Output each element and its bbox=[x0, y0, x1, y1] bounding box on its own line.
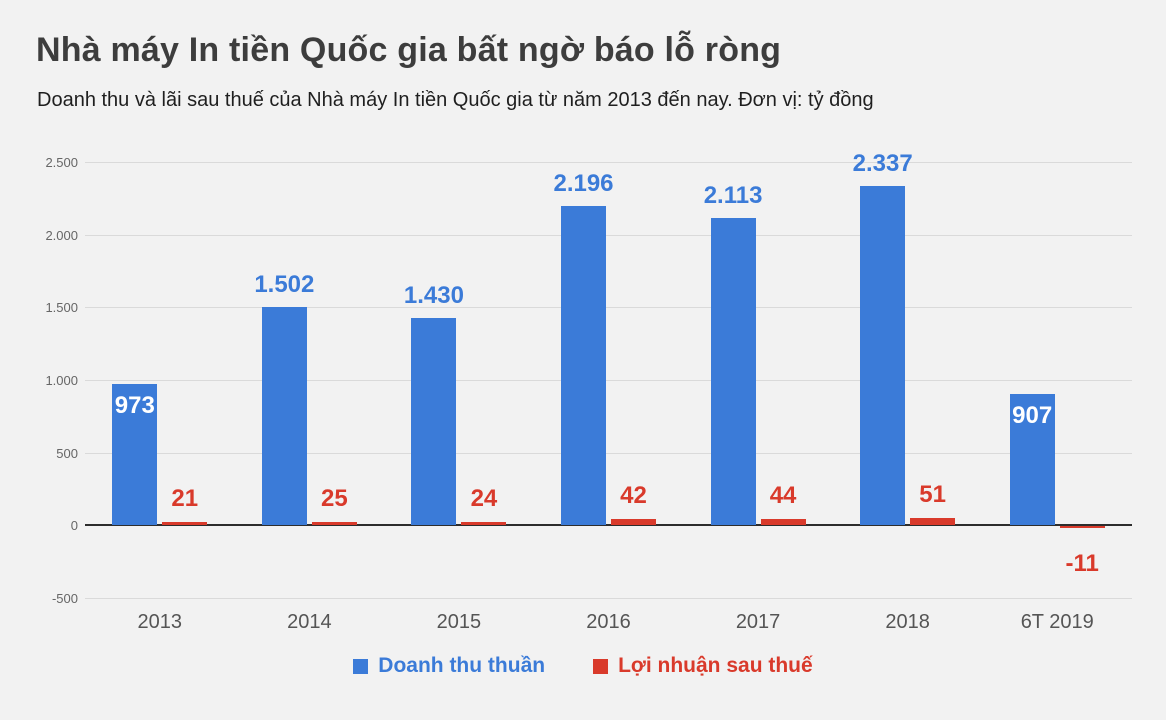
x-axis-category-label: 2013 bbox=[137, 611, 183, 633]
bar-profit bbox=[760, 518, 806, 526]
profit-value-label: 24 bbox=[470, 484, 498, 512]
bar-revenue bbox=[261, 307, 307, 526]
gridline bbox=[85, 452, 1132, 454]
gridline bbox=[85, 380, 1132, 381]
profit-value-label: 44 bbox=[769, 481, 797, 509]
y-axis-tick-label: 0 bbox=[70, 518, 78, 534]
bar-profit bbox=[311, 521, 357, 526]
revenue-value-label: 2.196 bbox=[553, 170, 614, 198]
bar-revenue bbox=[860, 185, 906, 526]
bar-revenue bbox=[561, 206, 606, 526]
legend-swatch-revenue-icon bbox=[353, 658, 369, 674]
bar-revenue bbox=[710, 218, 756, 526]
revenue-value-label: 1.502 bbox=[254, 271, 315, 299]
gridline bbox=[85, 307, 1132, 309]
legend-item-revenue: Doanh thu thuần bbox=[353, 654, 545, 678]
gridline bbox=[85, 234, 1132, 236]
chart-title: Nhà máy In tiền Quốc gia bất ngờ báo lỗ … bbox=[36, 31, 782, 69]
x-axis-category-label: 2015 bbox=[436, 611, 482, 633]
revenue-value-label: 2.113 bbox=[703, 182, 763, 210]
bar-profit bbox=[910, 517, 956, 526]
legend-swatch-profit-icon bbox=[593, 658, 609, 674]
chart-subtitle: Doanh thu và lãi sau thuế của Nhà máy In… bbox=[37, 89, 874, 111]
chart-legend: Doanh thu thuần Lợi nhuận sau thuế bbox=[0, 654, 1166, 678]
y-axis-tick-label: 1.000 bbox=[45, 373, 78, 388]
x-axis-category-label: 6T 2019 bbox=[1020, 611, 1094, 633]
y-axis-tick-label: -500 bbox=[51, 591, 78, 606]
gridline bbox=[85, 162, 1132, 163]
profit-value-label: 42 bbox=[620, 482, 647, 510]
x-axis-category-label: 2016 bbox=[586, 611, 631, 633]
revenue-value-label: 907 bbox=[1012, 401, 1053, 429]
y-axis-tick-label: 500 bbox=[56, 445, 78, 461]
revenue-value-label: 1.430 bbox=[403, 281, 464, 309]
y-axis-tick-label: 2.000 bbox=[45, 227, 78, 243]
bar-profit bbox=[461, 521, 507, 526]
bar-profit bbox=[611, 519, 656, 526]
legend-item-profit: Lợi nhuận sau thuế bbox=[593, 654, 813, 678]
y-axis-tick-label: 1.500 bbox=[45, 300, 78, 316]
profit-value-label: 21 bbox=[171, 485, 199, 513]
profit-value-label: 25 bbox=[320, 484, 348, 512]
legend-label-revenue: Doanh thu thuần bbox=[378, 654, 546, 677]
bar-profit bbox=[1059, 526, 1105, 529]
bar-revenue bbox=[1009, 393, 1055, 526]
revenue-value-label: 973 bbox=[114, 391, 155, 419]
x-axis-category-label: 2014 bbox=[287, 611, 332, 633]
gridline bbox=[85, 598, 1132, 599]
legend-label-profit: Lợi nhuận sau thuế bbox=[618, 654, 813, 677]
x-axis-category-label: 2018 bbox=[885, 611, 930, 633]
bar-profit bbox=[162, 522, 208, 526]
x-axis-category-label: 2017 bbox=[735, 611, 781, 633]
bar-revenue bbox=[411, 317, 457, 526]
zero-axis-line bbox=[85, 524, 1132, 527]
profit-value-label: -11 bbox=[1065, 550, 1099, 578]
y-axis-tick-label: 2.500 bbox=[45, 155, 78, 170]
bar-revenue bbox=[112, 383, 158, 526]
profit-value-label: 51 bbox=[919, 480, 946, 508]
revenue-value-label: 2.337 bbox=[852, 149, 913, 177]
